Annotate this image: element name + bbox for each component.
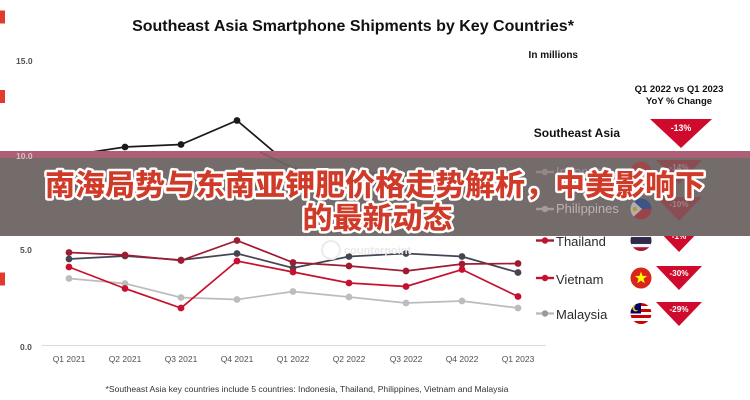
svg-text:-10%: -10% [669, 200, 689, 209]
svg-text:counterpoint: counterpoint [344, 245, 412, 257]
svg-text:Philippines: Philippines [556, 201, 619, 216]
svg-text:-1%: -1% [672, 232, 687, 241]
svg-text:-14%: -14% [669, 163, 689, 172]
svg-text:10.0: 10.0 [16, 151, 33, 161]
svg-text:-30%: -30% [669, 269, 689, 278]
svg-text:-13%: -13% [671, 123, 692, 133]
svg-text:-29%: -29% [669, 305, 689, 314]
